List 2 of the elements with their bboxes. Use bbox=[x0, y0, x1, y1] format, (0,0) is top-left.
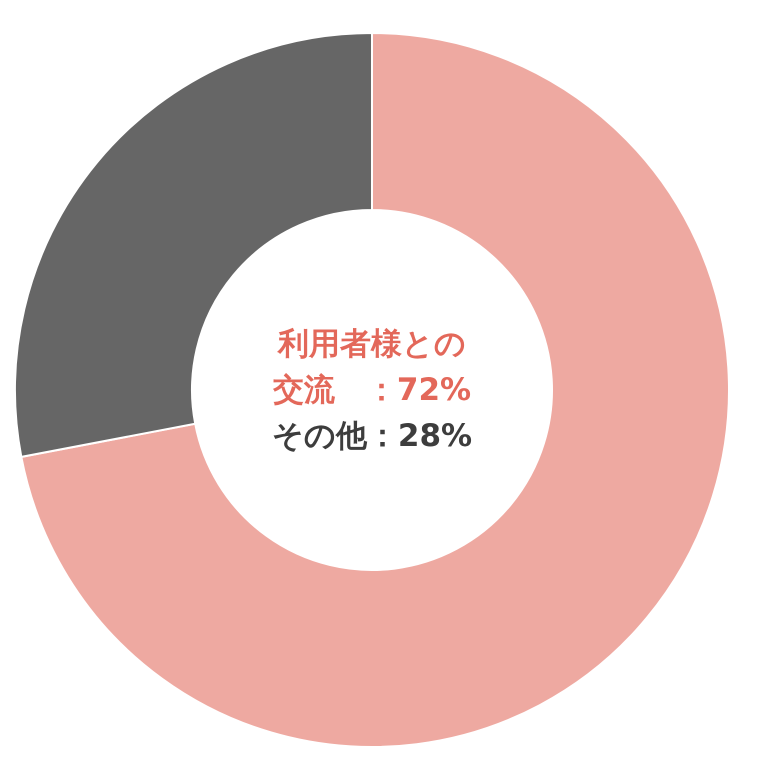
text: 利用者様との交流 ：72% bbox=[272, 326, 472, 408]
text: その他：28% bbox=[272, 418, 472, 454]
